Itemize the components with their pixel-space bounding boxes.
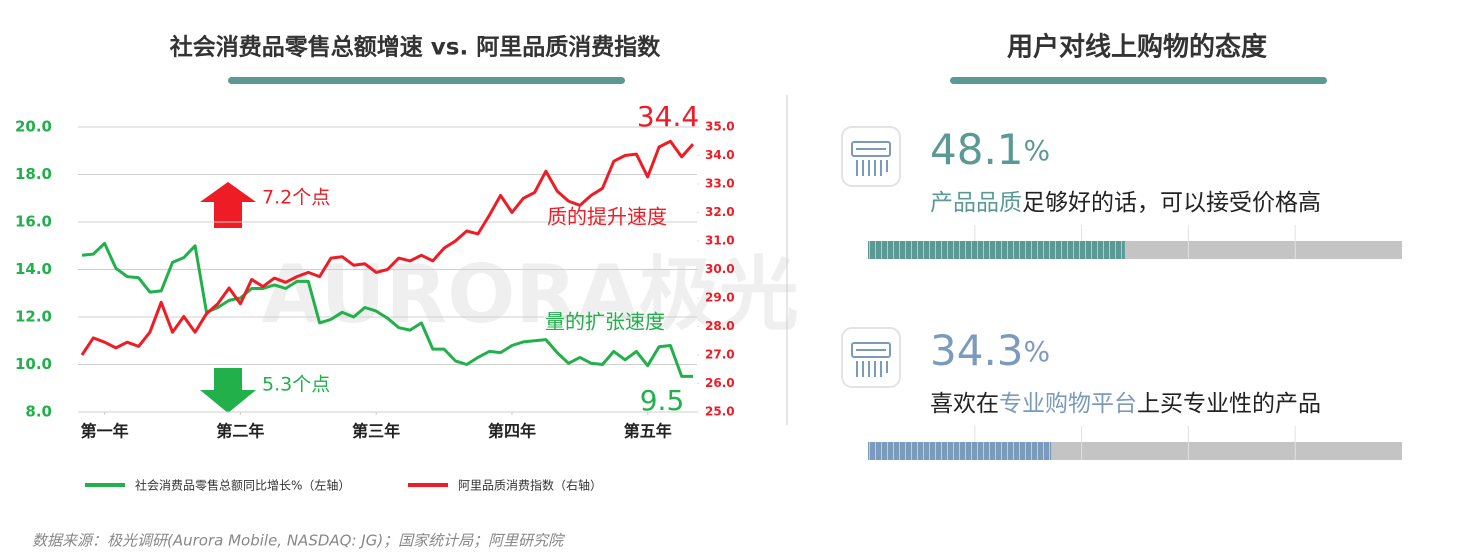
icon — [841, 327, 901, 388]
stat-number: 48.1 — [930, 125, 1024, 174]
y2-tick-label: 31.0 — [705, 234, 735, 248]
x-tick-label: 第五年 — [624, 422, 672, 441]
icon — [841, 126, 901, 187]
x-tick-label: 第四年 — [488, 422, 536, 441]
y-tick-label: 16.0 — [15, 213, 52, 231]
progress-fill — [868, 241, 1125, 259]
y-tick-label: 18.0 — [15, 165, 52, 183]
stat-unit: % — [1024, 134, 1051, 167]
y-tick-label: 20.0 — [15, 118, 52, 136]
stat-unit: % — [1024, 335, 1051, 368]
stat-number: 34.3 — [930, 326, 1024, 375]
desc-highlight: 产品品质 — [930, 190, 1022, 216]
panel-title: 用户对线上购物的态度 — [1007, 32, 1267, 63]
stat-desc: 产品品质足够好的话，可以接受价格高 — [930, 190, 1321, 216]
y2-tick-label: 29.0 — [705, 291, 735, 305]
y-tick-label: 12.0 — [15, 308, 52, 326]
y2-tick-label: 30.0 — [705, 262, 735, 276]
y2-tick-label: 26.0 — [705, 376, 735, 390]
y2-tick-label: 25.0 — [705, 405, 735, 419]
x-tick-label: 第三年 — [352, 422, 400, 441]
series-line — [80, 139, 695, 356]
y-tick-label: 10.0 — [15, 355, 52, 373]
progress-fill — [868, 442, 1052, 460]
y2-tick-label: 28.0 — [705, 319, 735, 333]
annotation: 5.3个点 — [262, 374, 330, 396]
annotation: 7.2个点 — [262, 187, 330, 209]
y2-tick-label: 32.0 — [705, 205, 735, 219]
title-bar — [228, 77, 625, 84]
x-tick-label: 第一年 — [81, 422, 129, 441]
title-bar — [950, 77, 1327, 84]
series-line — [81, 241, 693, 378]
y2-tick-label: 33.0 — [705, 177, 735, 191]
stat-value: 34.3% — [930, 326, 1050, 375]
y2-tick-label: 34.0 — [705, 148, 735, 162]
legend-label: 社会消费品零售总额同比增长%（左轴） — [135, 478, 350, 493]
desc-text: 足够好的话，可以接受价格高 — [1022, 190, 1321, 216]
down-arrow — [200, 368, 256, 413]
x-tick-label: 第二年 — [216, 422, 264, 441]
y2-tick-label: 27.0 — [705, 348, 735, 362]
annotation: 量的扩张速度 — [545, 310, 665, 334]
desc-highlight: 专业购物平台 — [999, 391, 1137, 417]
y2-tick-label: 35.0 — [705, 120, 735, 134]
annotation: 9.5 — [640, 384, 685, 417]
chart-title: 社会消费品零售总额增速 vs. 阿里品质消费指数 — [170, 34, 661, 61]
source: 数据来源：极光调研(Aurora Mobile, NASDAQ: JG)；国家统… — [32, 532, 565, 550]
y-tick-label: 8.0 — [25, 403, 52, 421]
legend-label: 阿里品质消费指数（右轴） — [458, 478, 602, 493]
stat-value: 48.1% — [930, 125, 1050, 174]
desc-text: 上买专业性的产品 — [1137, 391, 1321, 417]
desc-text: 喜欢在 — [930, 391, 999, 417]
up-arrow — [200, 182, 256, 228]
stat-desc: 喜欢在专业购物平台上买专业性的产品 — [930, 391, 1321, 417]
annotation: 质的提升速度 — [547, 205, 667, 229]
y-tick-label: 14.0 — [15, 260, 52, 278]
annotation: 34.4 — [637, 100, 699, 133]
